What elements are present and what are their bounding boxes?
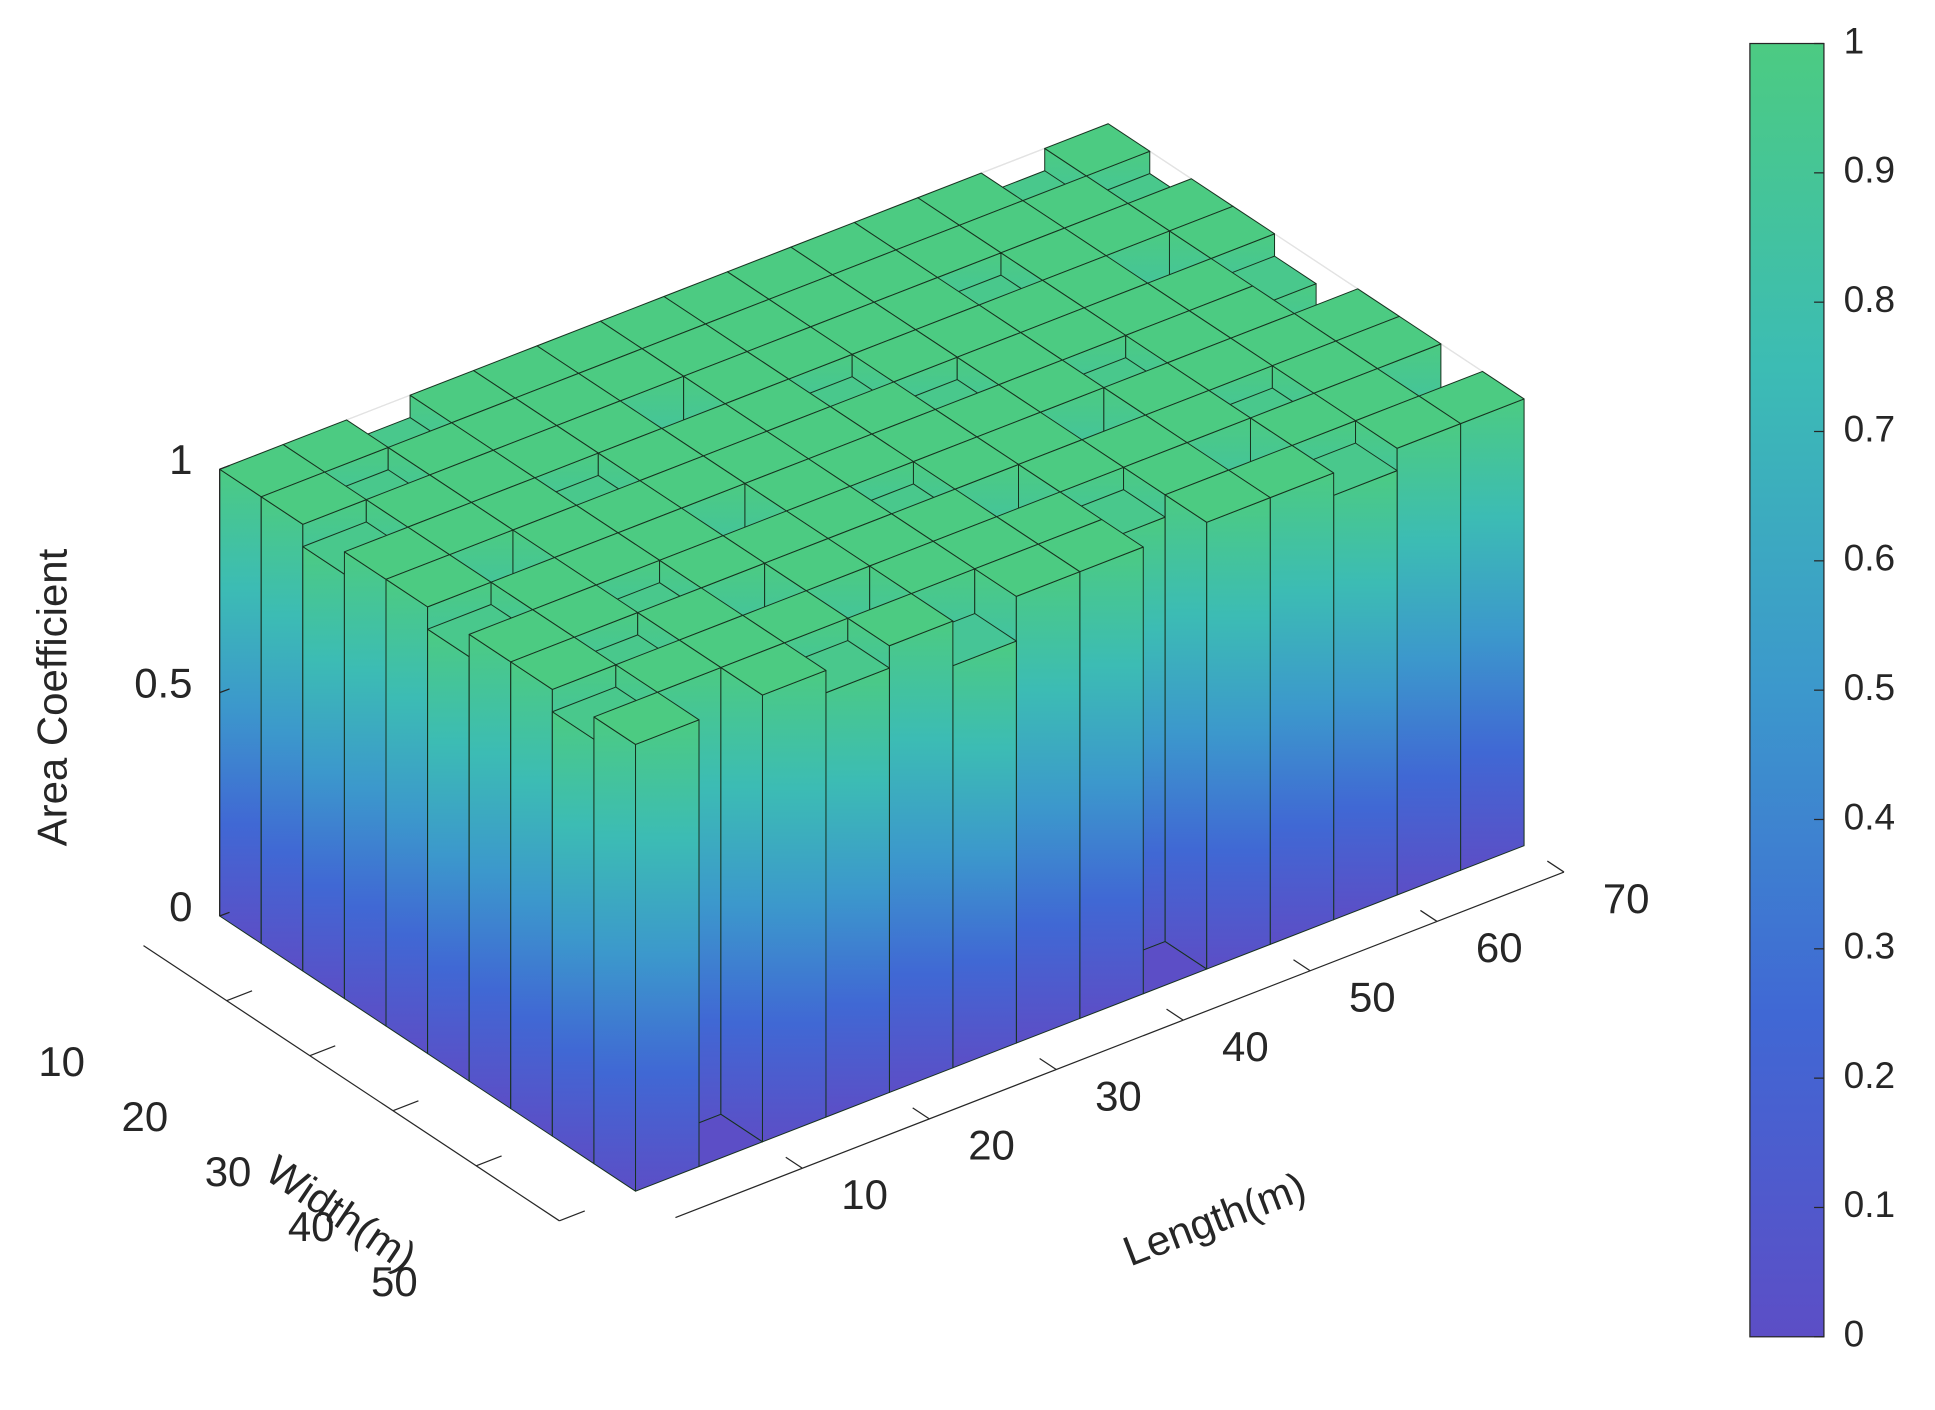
colorbar: 0 0.1 0.2 0.3 0.4 0.5 0.6 0.7 0.8 0.9 1 <box>1749 19 1895 1355</box>
x-tick-label: 40 <box>288 1203 335 1250</box>
bar-side <box>219 468 262 945</box>
x-tick <box>559 1210 585 1222</box>
bar-side <box>385 578 429 1055</box>
z-tick-label: 1 <box>169 436 192 483</box>
y-tick-label: 40 <box>1222 1023 1269 1070</box>
bar-front <box>1079 546 1144 1019</box>
x-tick-label: 50 <box>371 1258 418 1305</box>
bar-side <box>427 628 470 1082</box>
bar-top <box>720 642 827 696</box>
y-tick <box>1293 959 1311 972</box>
y-tick-label: 30 <box>1095 1072 1142 1119</box>
colorbar-tick-label: 0.3 <box>1844 925 1895 967</box>
bar-front <box>1396 423 1462 896</box>
y-tick-label: 10 <box>841 1171 888 1218</box>
bar-front <box>761 669 827 1143</box>
bar-front <box>1269 472 1335 945</box>
bar-side <box>593 716 637 1192</box>
x-tick <box>392 1100 419 1112</box>
y-tick <box>1039 1057 1057 1071</box>
y-tick <box>912 1107 930 1120</box>
z-tick-label: 0 <box>169 883 192 930</box>
x-tick-label: 10 <box>38 1038 85 1085</box>
bar-front <box>952 640 1017 1069</box>
bar-side <box>468 633 512 1110</box>
x-axis-label: Width(m) <box>258 1146 425 1280</box>
bar-side <box>720 667 763 1143</box>
colorbar-tick-label: 0.2 <box>1844 1054 1895 1096</box>
y-axis-label: Length(m) <box>1117 1163 1312 1275</box>
colorbar-tick-label: 0.4 <box>1844 795 1895 837</box>
x-tick-label: 30 <box>205 1148 252 1195</box>
bar-front <box>1460 398 1525 871</box>
x-tick <box>309 1045 336 1057</box>
x-tick <box>226 990 253 1002</box>
x-tick-label: 20 <box>122 1093 169 1140</box>
z-tick <box>219 911 230 917</box>
y-tick-label: 50 <box>1349 974 1396 1021</box>
bar-top <box>1044 123 1151 177</box>
z-tick <box>219 688 230 694</box>
y-tick <box>1166 1008 1184 1021</box>
bar-top <box>593 691 700 745</box>
y-tick-label: 60 <box>1476 924 1523 971</box>
y-tick <box>785 1156 803 1169</box>
bar <box>720 642 827 1143</box>
colorbar-tick-label: 0.6 <box>1844 537 1895 579</box>
x-tick <box>475 1155 502 1167</box>
bar-front <box>1206 497 1271 970</box>
colorbar-tick-label: 0.8 <box>1844 278 1895 320</box>
y-axis <box>675 871 1565 1219</box>
bar-side <box>343 551 387 1027</box>
bar-top <box>847 593 954 647</box>
bar-top <box>1168 205 1276 259</box>
bar-top <box>974 543 1081 597</box>
bar-side <box>260 496 304 972</box>
colorbar-tick-label: 1 <box>1844 19 1865 61</box>
colorbar-tick-label: 0.1 <box>1844 1183 1895 1225</box>
bar <box>593 691 700 1192</box>
colorbar-tick-label: 0.7 <box>1844 407 1895 449</box>
bar-front <box>825 667 890 1118</box>
colorbar-tick-label: 0.5 <box>1844 666 1895 708</box>
bar-side <box>1164 494 1208 970</box>
bar-front <box>635 719 700 1192</box>
bar-front <box>1333 470 1398 921</box>
y-tick <box>1547 860 1565 873</box>
z-axis-label: Area Coefficient <box>29 548 76 846</box>
bar-side <box>510 661 553 1137</box>
bar-top <box>1355 395 1462 449</box>
bar-top <box>1164 469 1271 523</box>
colorbar-fill <box>1749 42 1825 1338</box>
z-tick-label: 0.5 <box>134 660 192 707</box>
colorbar-tick-label: 0 <box>1844 1313 1865 1355</box>
bar-front <box>888 620 954 1093</box>
bar <box>1164 469 1271 970</box>
bars <box>219 123 1525 1192</box>
z-tick <box>219 464 230 470</box>
y-tick <box>1420 909 1438 922</box>
x-axis <box>143 945 560 1222</box>
bar-side <box>302 546 345 1000</box>
bar-front <box>1015 571 1081 1044</box>
y-tick-label: 70 <box>1603 875 1650 922</box>
bar-side <box>551 711 595 1165</box>
y-tick-label: 20 <box>968 1122 1015 1169</box>
colorbar-tick-label: 0.9 <box>1844 149 1895 191</box>
